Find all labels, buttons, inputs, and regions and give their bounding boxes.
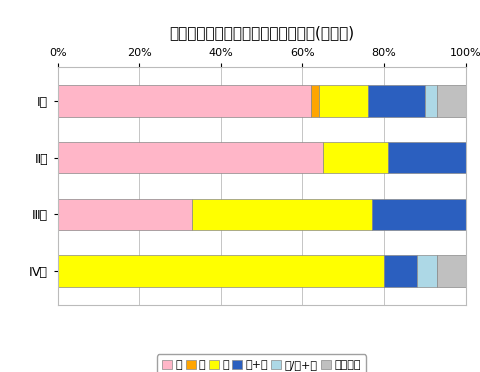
Bar <box>437 256 466 286</box>
Bar <box>319 86 368 116</box>
Legend: 手, 放, 薬, 放+薬, 手/内+薬, 治療なし: 手, 放, 薬, 放+薬, 手/内+薬, 治療なし <box>156 354 367 372</box>
Bar <box>58 256 384 286</box>
Bar <box>58 86 311 116</box>
Bar <box>417 256 437 286</box>
Bar <box>192 199 372 230</box>
Bar <box>368 86 425 116</box>
Bar <box>388 142 466 173</box>
Bar <box>372 199 466 230</box>
Bar <box>425 86 437 116</box>
Bar <box>58 142 323 173</box>
Bar <box>311 86 319 116</box>
Bar <box>437 86 466 116</box>
Bar <box>323 142 388 173</box>
Bar <box>58 199 192 230</box>
Bar <box>384 256 417 286</box>
Title: 治療前ステージ別・治療方法の割合(前立腺): 治療前ステージ別・治療方法の割合(前立腺) <box>169 25 354 40</box>
